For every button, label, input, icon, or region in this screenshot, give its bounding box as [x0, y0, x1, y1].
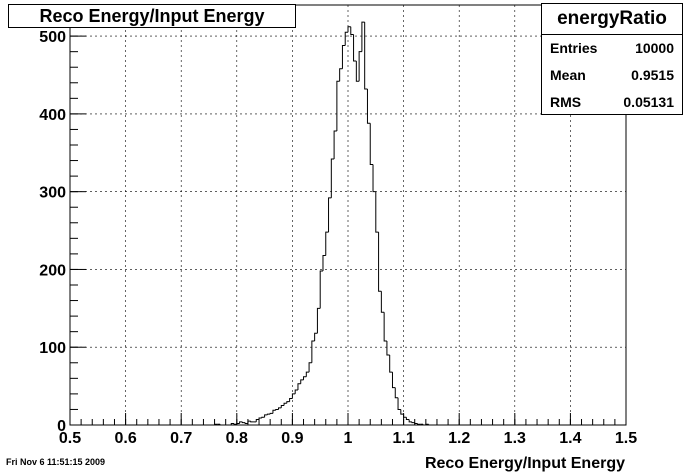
histogram-bin	[391, 372, 396, 389]
histogram-bin	[375, 191, 379, 233]
timestamp: Fri Nov 6 11:51:15 2009	[6, 457, 106, 467]
x-tick-label: 1.3	[504, 430, 526, 447]
y-tick-label: 100	[39, 340, 66, 357]
histogram-bin	[264, 414, 268, 418]
histogram-bin	[269, 412, 273, 415]
histogram-bin	[364, 22, 368, 90]
stats-label: RMS	[550, 94, 582, 110]
histogram-bin	[272, 409, 276, 414]
histogram-bin	[233, 423, 237, 425]
histogram-bin	[305, 371, 310, 377]
histogram-bin	[308, 362, 312, 373]
x-tick-label: 0.8	[226, 430, 248, 447]
x-tick-label: 0.6	[114, 430, 136, 447]
histogram-bin	[336, 80, 340, 131]
histogram-bin	[417, 423, 421, 425]
stats-row-mean: Mean 0.9515	[542, 62, 682, 89]
histogram-bin	[383, 312, 387, 342]
histogram-bin	[333, 130, 337, 159]
histogram-bin	[378, 232, 382, 292]
histogram-bin	[278, 407, 282, 410]
histogram-bin	[316, 307, 321, 334]
histogram-bin	[319, 270, 323, 309]
histogram-bin	[389, 355, 393, 373]
histogram-bin	[330, 158, 335, 198]
x-tick-label: 1.5	[615, 430, 637, 447]
y-tick-label: 300	[39, 185, 66, 202]
histogram-bin	[294, 389, 298, 394]
histogram-bin	[250, 421, 254, 423]
histogram-bin	[241, 421, 246, 424]
stats-value: 0.05131	[623, 94, 674, 110]
x-tick-label: 0.7	[170, 430, 192, 447]
histogram-bin	[255, 419, 260, 422]
histogram-bin	[369, 123, 374, 165]
stats-title: energyRatio	[542, 4, 682, 35]
histogram-bin	[300, 379, 304, 384]
histogram-bin	[261, 416, 265, 418]
chart-title: Reco Energy/Input Energy	[8, 4, 296, 28]
histogram-bin	[397, 397, 401, 410]
stats-label: Mean	[550, 67, 586, 83]
y-tick-label: 500	[39, 29, 66, 46]
histogram-bin	[322, 254, 326, 271]
stats-box: energyRatio Entries 10000 Mean 0.9515 RM…	[541, 3, 683, 115]
histogram-bin	[380, 291, 385, 313]
histogram-bin	[266, 413, 271, 415]
histogram-bin	[355, 61, 360, 82]
histogram-bin	[239, 421, 243, 424]
x-tick-label: 1	[344, 430, 353, 447]
stats-row-entries: Entries 10000	[542, 35, 682, 62]
histogram-bin	[361, 21, 365, 52]
y-tick-label: 0	[57, 418, 66, 435]
stats-label: Entries	[550, 40, 598, 56]
y-tick-labels: 0 100 200 300 400 500	[39, 29, 66, 435]
histogram-bin	[394, 387, 399, 399]
x-tick-label: 1.2	[448, 430, 470, 447]
histogram-bin	[408, 419, 412, 423]
y-tick-label: 400	[39, 107, 66, 124]
stats-row-rms: RMS 0.05131	[542, 89, 682, 116]
x-axis-title: Reco Energy/Input Energy	[425, 455, 625, 472]
histogram-bin	[366, 89, 371, 124]
histogram-bin	[286, 401, 290, 404]
histogram-bin	[372, 164, 376, 193]
x-tick-labels: 0.5 0.6 0.7 0.8 0.9 1 1.1 1.2 1.3 1.4 1.5	[59, 430, 637, 447]
histogram-bin	[328, 197, 332, 233]
histogram-bin	[244, 422, 248, 424]
histogram-bin	[411, 421, 415, 424]
stats-value: 10000	[635, 40, 674, 56]
axis-ticks	[69, 4, 627, 426]
x-tick-label: 1.4	[559, 430, 581, 447]
histogram-bin	[230, 422, 235, 425]
histogram-bin	[289, 398, 293, 402]
histogram-bin	[353, 34, 357, 62]
histogram-bin	[303, 376, 307, 380]
histogram-bin	[405, 417, 410, 421]
histogram-bin	[341, 44, 346, 69]
histogram-bin	[325, 231, 329, 256]
histogram-bin	[291, 393, 296, 399]
histogram-bin	[350, 26, 354, 36]
histogram-bin	[344, 31, 348, 46]
histogram-bin	[311, 340, 315, 363]
histogram-bin	[314, 332, 318, 341]
histogram-bin	[283, 402, 287, 406]
histogram-bin	[386, 341, 390, 356]
histogram-bin	[400, 409, 404, 415]
histogram-bin	[275, 408, 279, 411]
y-tick-label: 200	[39, 262, 66, 279]
x-tick-label: 0.9	[281, 430, 303, 447]
histogram-bin	[358, 51, 362, 82]
x-tick-label: 0.5	[59, 430, 81, 447]
histogram-bin	[297, 383, 301, 390]
histogram-bin	[280, 405, 285, 408]
x-tick-label: 1.1	[392, 430, 414, 447]
histogram-bin	[339, 68, 343, 82]
stats-value: 0.9515	[631, 67, 674, 83]
histogram-bin	[347, 26, 351, 33]
